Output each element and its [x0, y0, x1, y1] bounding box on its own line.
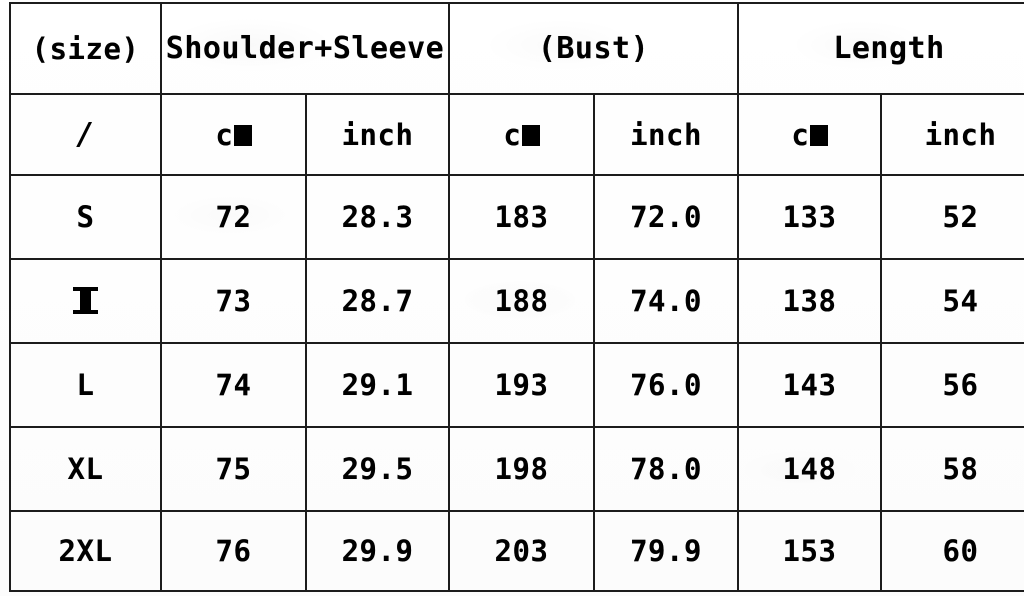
- group-header-shoulder-sleeve: Shoulder+Sleeve: [160, 2, 450, 95]
- table-row: 73 28.7 188 74.0 138 54: [9, 258, 1024, 344]
- cell-length-cm: 153: [737, 510, 882, 592]
- cell-bust-inch: 72.0: [593, 174, 739, 260]
- unit-header-length-cm: c: [737, 93, 882, 176]
- cell-shoulder-sleeve-inch: 29.9: [305, 510, 450, 592]
- unit-header-bust-inch: inch: [593, 93, 739, 176]
- cell-bust-cm: 183: [448, 174, 595, 260]
- cell-bust-cm: 193: [448, 342, 595, 428]
- unit-header-size-placeholder: /: [9, 93, 162, 176]
- cell-shoulder-sleeve-cm: 72: [160, 174, 307, 260]
- table-body: S 72 28.3 183 72.0 133 52 73 28.7 188 74…: [9, 174, 1024, 592]
- cell-length-cm: 133: [737, 174, 882, 260]
- cell-bust-cm: 203: [448, 510, 595, 592]
- degraded-m-glyph-icon: [233, 125, 252, 146]
- cell-shoulder-sleeve-cm: 75: [160, 426, 307, 512]
- cell-size: [9, 258, 162, 344]
- unit-header-shoulder-sleeve-inch: inch: [305, 93, 450, 176]
- cell-length-cm: 138: [737, 258, 882, 344]
- table-header: (size) Shoulder+Sleeve (Bust) Length / c…: [9, 2, 1024, 176]
- unit-label-cm-text: c: [215, 117, 234, 152]
- unit-header-row: / c inch c inch c inch: [9, 93, 1024, 176]
- unit-header-bust-cm: c: [448, 93, 595, 176]
- cell-shoulder-sleeve-inch: 29.5: [305, 426, 450, 512]
- unit-header-shoulder-sleeve-cm: c: [160, 93, 307, 176]
- group-header-row: (size) Shoulder+Sleeve (Bust) Length: [9, 2, 1024, 95]
- cell-shoulder-sleeve-cm: 74: [160, 342, 307, 428]
- cell-length-inch: 54: [880, 258, 1024, 344]
- cell-length-inch: 58: [880, 426, 1024, 512]
- cell-shoulder-sleeve-inch: 28.7: [305, 258, 450, 344]
- cell-shoulder-sleeve-cm: 73: [160, 258, 307, 344]
- cell-shoulder-sleeve-inch: 28.3: [305, 174, 450, 260]
- cell-size: XL: [9, 426, 162, 512]
- cell-shoulder-sleeve-cm: 76: [160, 510, 307, 592]
- cell-bust-inch: 78.0: [593, 426, 739, 512]
- cell-length-inch: 52: [880, 174, 1024, 260]
- cell-size: S: [9, 174, 162, 260]
- cell-size: 2XL: [9, 510, 162, 592]
- cell-bust-inch: 76.0: [593, 342, 739, 428]
- table-row: S 72 28.3 183 72.0 133 52: [9, 174, 1024, 260]
- cell-shoulder-sleeve-inch: 29.1: [305, 342, 450, 428]
- unit-label-cm-text: c: [503, 117, 522, 152]
- cell-size: L: [9, 342, 162, 428]
- degraded-m-glyph-icon: [809, 125, 828, 146]
- cell-length-cm: 143: [737, 342, 882, 428]
- cell-length-inch: 56: [880, 342, 1024, 428]
- unit-label-cm-text: c: [791, 117, 810, 152]
- cell-length-cm: 148: [737, 426, 882, 512]
- cell-length-inch: 60: [880, 510, 1024, 592]
- table-row: L 74 29.1 193 76.0 143 56: [9, 342, 1024, 428]
- size-chart-table: (size) Shoulder+Sleeve (Bust) Length / c…: [9, 2, 1024, 592]
- cell-bust-cm: 188: [448, 258, 595, 344]
- group-header-length: Length: [737, 2, 1024, 95]
- cell-bust-inch: 79.9: [593, 510, 739, 592]
- table-row: 2XL 76 29.9 203 79.9 153 60: [9, 510, 1024, 592]
- cell-bust-cm: 198: [448, 426, 595, 512]
- unit-header-length-inch: inch: [880, 93, 1024, 176]
- cell-bust-inch: 74.0: [593, 258, 739, 344]
- group-header-size: (size): [9, 2, 162, 95]
- degraded-size-m-glyph-icon: [73, 287, 98, 314]
- table-row: XL 75 29.5 198 78.0 148 58: [9, 426, 1024, 512]
- group-header-bust: (Bust): [448, 2, 739, 95]
- degraded-m-glyph-icon: [521, 125, 540, 146]
